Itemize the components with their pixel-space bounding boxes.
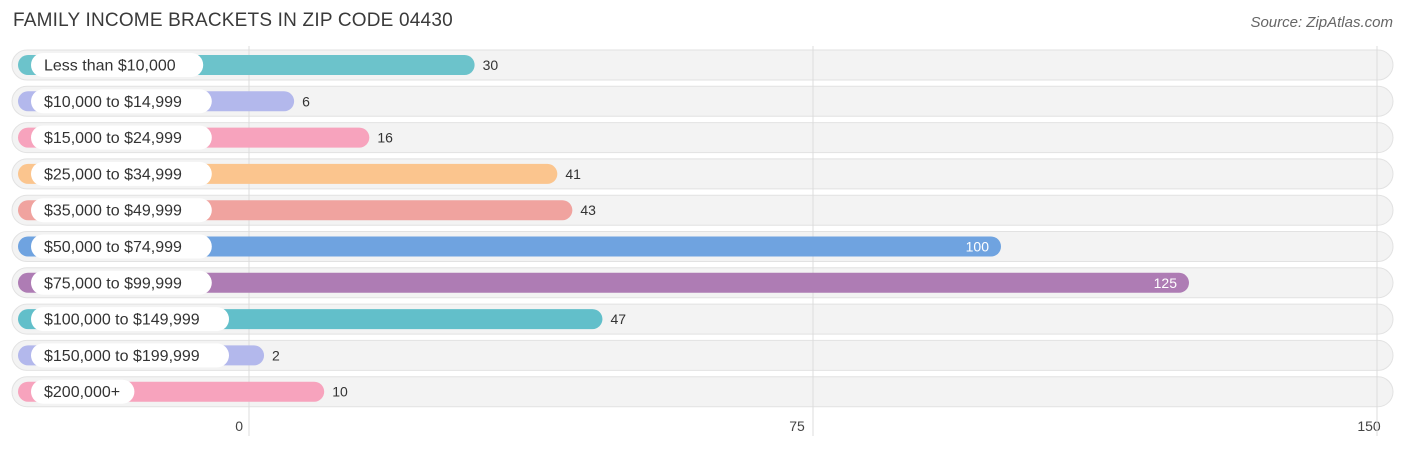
category-label: $35,000 to $49,999 — [44, 203, 182, 220]
category-label: $75,000 to $99,999 — [44, 275, 182, 292]
bar-row — [11, 85, 1394, 117]
bar-group: $50,000 to $74,999 100 — [18, 234, 1001, 259]
value-label: 2 — [272, 347, 280, 363]
value-label: 6 — [302, 93, 310, 109]
bar-group: $75,000 to $99,999 125 — [18, 270, 1189, 295]
category-label: $50,000 to $74,999 — [44, 239, 182, 256]
x-axis-ticks: 0 75 150 — [235, 418, 1381, 434]
category-label: $200,000+ — [44, 384, 120, 401]
bar-group: $100,000 to $149,999 47 — [18, 307, 626, 332]
bar-row — [11, 376, 1394, 408]
category-label-pill — [31, 198, 212, 223]
source-label: Source: ZipAtlas.com — [1250, 14, 1393, 31]
value-label: 30 — [483, 57, 499, 73]
category-label-pill — [31, 53, 204, 77]
bar — [18, 236, 1001, 257]
bar-track — [11, 85, 1394, 117]
category-label: $25,000 to $34,999 — [44, 166, 182, 183]
category-label-pill — [31, 379, 135, 404]
bars: Less than $10,000 30$10,000 to $14,999 6$1… — [18, 53, 1189, 404]
category-label-pill — [31, 125, 212, 150]
bar-group: $25,000 to $34,999 41 — [18, 161, 581, 186]
category-label-pill — [31, 270, 212, 295]
value-label: 16 — [377, 130, 393, 146]
bar-group: $15,000 to $24,999 16 — [18, 125, 393, 150]
category-label-pill — [31, 234, 212, 259]
value-label: 43 — [580, 202, 596, 218]
bar-track — [11, 376, 1394, 408]
bar — [18, 272, 1189, 293]
value-label: 41 — [565, 166, 581, 182]
category-label: $10,000 to $14,999 — [44, 94, 182, 111]
category-label: $15,000 to $24,999 — [44, 130, 182, 147]
category-label-pill — [31, 307, 229, 332]
bar-group: $200,000+ 10 — [18, 379, 348, 404]
value-label: 47 — [610, 311, 626, 327]
category-label: $150,000 to $199,999 — [44, 348, 200, 365]
value-label: 10 — [332, 384, 348, 400]
category-label-pill — [31, 89, 212, 114]
x-tick-label: 150 — [1357, 418, 1381, 434]
x-tick-label: 75 — [789, 418, 805, 434]
category-label-pill — [31, 161, 212, 186]
category-label: Less than $10,000 — [44, 58, 176, 75]
value-label: 125 — [1154, 275, 1178, 291]
bar-group: $150,000 to $199,999 2 — [18, 343, 280, 368]
bar-group: $10,000 to $14,999 6 — [18, 89, 310, 114]
chart-title: FAMILY INCOME BRACKETS IN ZIP CODE 04430 — [13, 10, 453, 31]
value-label: 100 — [966, 239, 990, 255]
bar-group: Less than $10,000 30 — [18, 53, 498, 77]
bar-row — [11, 339, 1394, 371]
bar-track — [11, 339, 1394, 371]
category-label-pill — [31, 343, 229, 368]
x-tick-label: 0 — [235, 418, 243, 434]
category-label: $100,000 to $149,999 — [44, 312, 200, 329]
bar-group: $35,000 to $49,999 43 — [18, 198, 596, 223]
